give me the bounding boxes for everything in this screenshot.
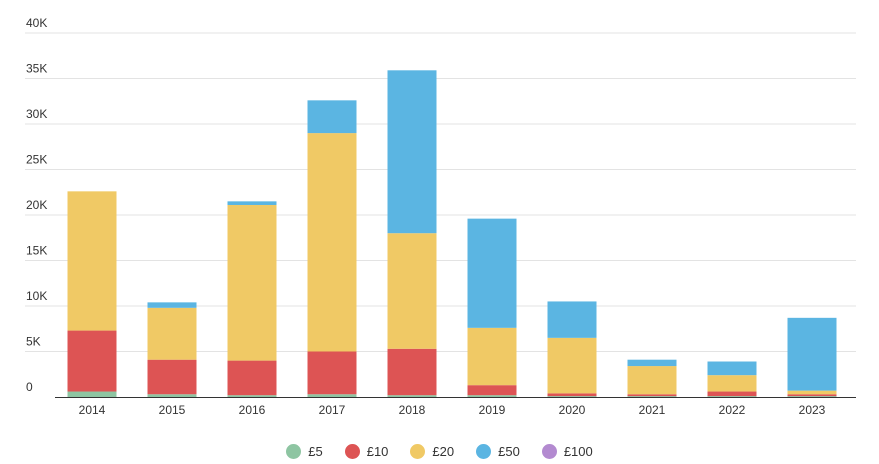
legend-item[interactable]: £5 bbox=[286, 443, 323, 459]
bar-segment bbox=[147, 302, 197, 308]
bar-segment bbox=[467, 385, 517, 396]
x-tick-label: 2021 bbox=[639, 403, 666, 417]
y-tick-label: 20K bbox=[26, 198, 47, 212]
legend-item[interactable]: £10 bbox=[344, 443, 389, 459]
bar-segment bbox=[547, 301, 597, 338]
legend-item[interactable]: £20 bbox=[410, 443, 455, 459]
legend-swatch bbox=[410, 443, 426, 459]
bar-segment bbox=[627, 366, 677, 395]
y-axis-tick-labels: 0 5K 10K 15K 20K 25K 30K 35K 40K bbox=[26, 16, 47, 394]
bar-segment bbox=[467, 327, 517, 386]
y-tick-label: 35K bbox=[26, 62, 47, 76]
bar-segment bbox=[787, 390, 837, 395]
bar-segment bbox=[307, 351, 357, 395]
y-tick-label: 30K bbox=[26, 107, 47, 121]
bar-segment bbox=[307, 394, 357, 397]
legend-swatch bbox=[344, 443, 360, 459]
x-tick-label: 2018 bbox=[399, 403, 426, 417]
y-tick-label: 10K bbox=[26, 289, 47, 303]
y-tick-label: 5K bbox=[26, 335, 41, 349]
bar-segment bbox=[227, 201, 277, 205]
bar-segment bbox=[707, 375, 757, 392]
bar-segment bbox=[307, 100, 357, 134]
x-axis-tick-labels: 2014 2015 2016 2017 2018 2019 2020 2021 2022 2023 bbox=[79, 403, 826, 417]
bar-segment bbox=[547, 393, 597, 397]
bar-segment bbox=[147, 359, 197, 395]
bar-segment bbox=[307, 133, 357, 352]
bar-segment bbox=[227, 360, 277, 396]
bars bbox=[67, 70, 837, 397]
legend: £5 £10 £20 £50 £100 bbox=[0, 441, 879, 461]
bar-segment bbox=[387, 395, 437, 397]
y-tick-label: 25K bbox=[26, 153, 47, 167]
bar-segment bbox=[787, 396, 837, 397]
legend-label: £100 bbox=[563, 443, 593, 459]
bar-segment bbox=[67, 191, 117, 331]
bar-segment bbox=[387, 348, 437, 396]
legend-item[interactable]: £100 bbox=[541, 443, 593, 459]
x-tick-label: 2022 bbox=[719, 403, 746, 417]
bar-segment bbox=[227, 204, 277, 361]
bar-segment bbox=[787, 317, 837, 391]
bar-segment bbox=[67, 391, 117, 397]
bar-segment bbox=[547, 396, 597, 397]
legend-item[interactable]: £50 bbox=[476, 443, 520, 459]
bar-segment bbox=[387, 70, 437, 234]
x-tick-label: 2019 bbox=[479, 403, 506, 417]
x-tick-label: 2014 bbox=[79, 403, 106, 417]
x-tick-label: 2023 bbox=[799, 403, 826, 417]
x-tick-label: 2020 bbox=[559, 403, 586, 417]
bar-segment bbox=[467, 395, 517, 397]
bar-segment bbox=[147, 394, 197, 397]
bar-segment bbox=[387, 233, 437, 349]
bar-segment bbox=[147, 307, 197, 360]
y-tick-label: 0 bbox=[26, 380, 33, 394]
bar-segment bbox=[227, 395, 277, 397]
bar-segment bbox=[707, 391, 757, 397]
bar-segment bbox=[627, 394, 677, 397]
y-tick-label: 40K bbox=[26, 16, 47, 30]
bar-segment bbox=[67, 330, 117, 392]
legend-label: £20 bbox=[432, 443, 455, 459]
legend-label: £5 bbox=[308, 443, 323, 459]
x-tick-label: 2017 bbox=[319, 403, 346, 417]
legend-label: £50 bbox=[498, 443, 520, 459]
legend-swatch bbox=[476, 443, 492, 459]
bar-segment bbox=[627, 396, 677, 397]
bar-segment bbox=[467, 218, 517, 328]
bar-segment bbox=[707, 361, 757, 376]
legend-label: £10 bbox=[366, 443, 389, 459]
legend-swatch bbox=[541, 443, 557, 459]
x-tick-label: 2015 bbox=[159, 403, 186, 417]
bar-segment bbox=[787, 394, 837, 397]
bar-segment bbox=[547, 337, 597, 394]
x-tick-label: 2016 bbox=[239, 403, 266, 417]
bar-segment bbox=[627, 359, 677, 367]
y-tick-label: 15K bbox=[26, 244, 47, 258]
bar-segment bbox=[707, 396, 757, 397]
legend-swatch bbox=[286, 443, 302, 459]
